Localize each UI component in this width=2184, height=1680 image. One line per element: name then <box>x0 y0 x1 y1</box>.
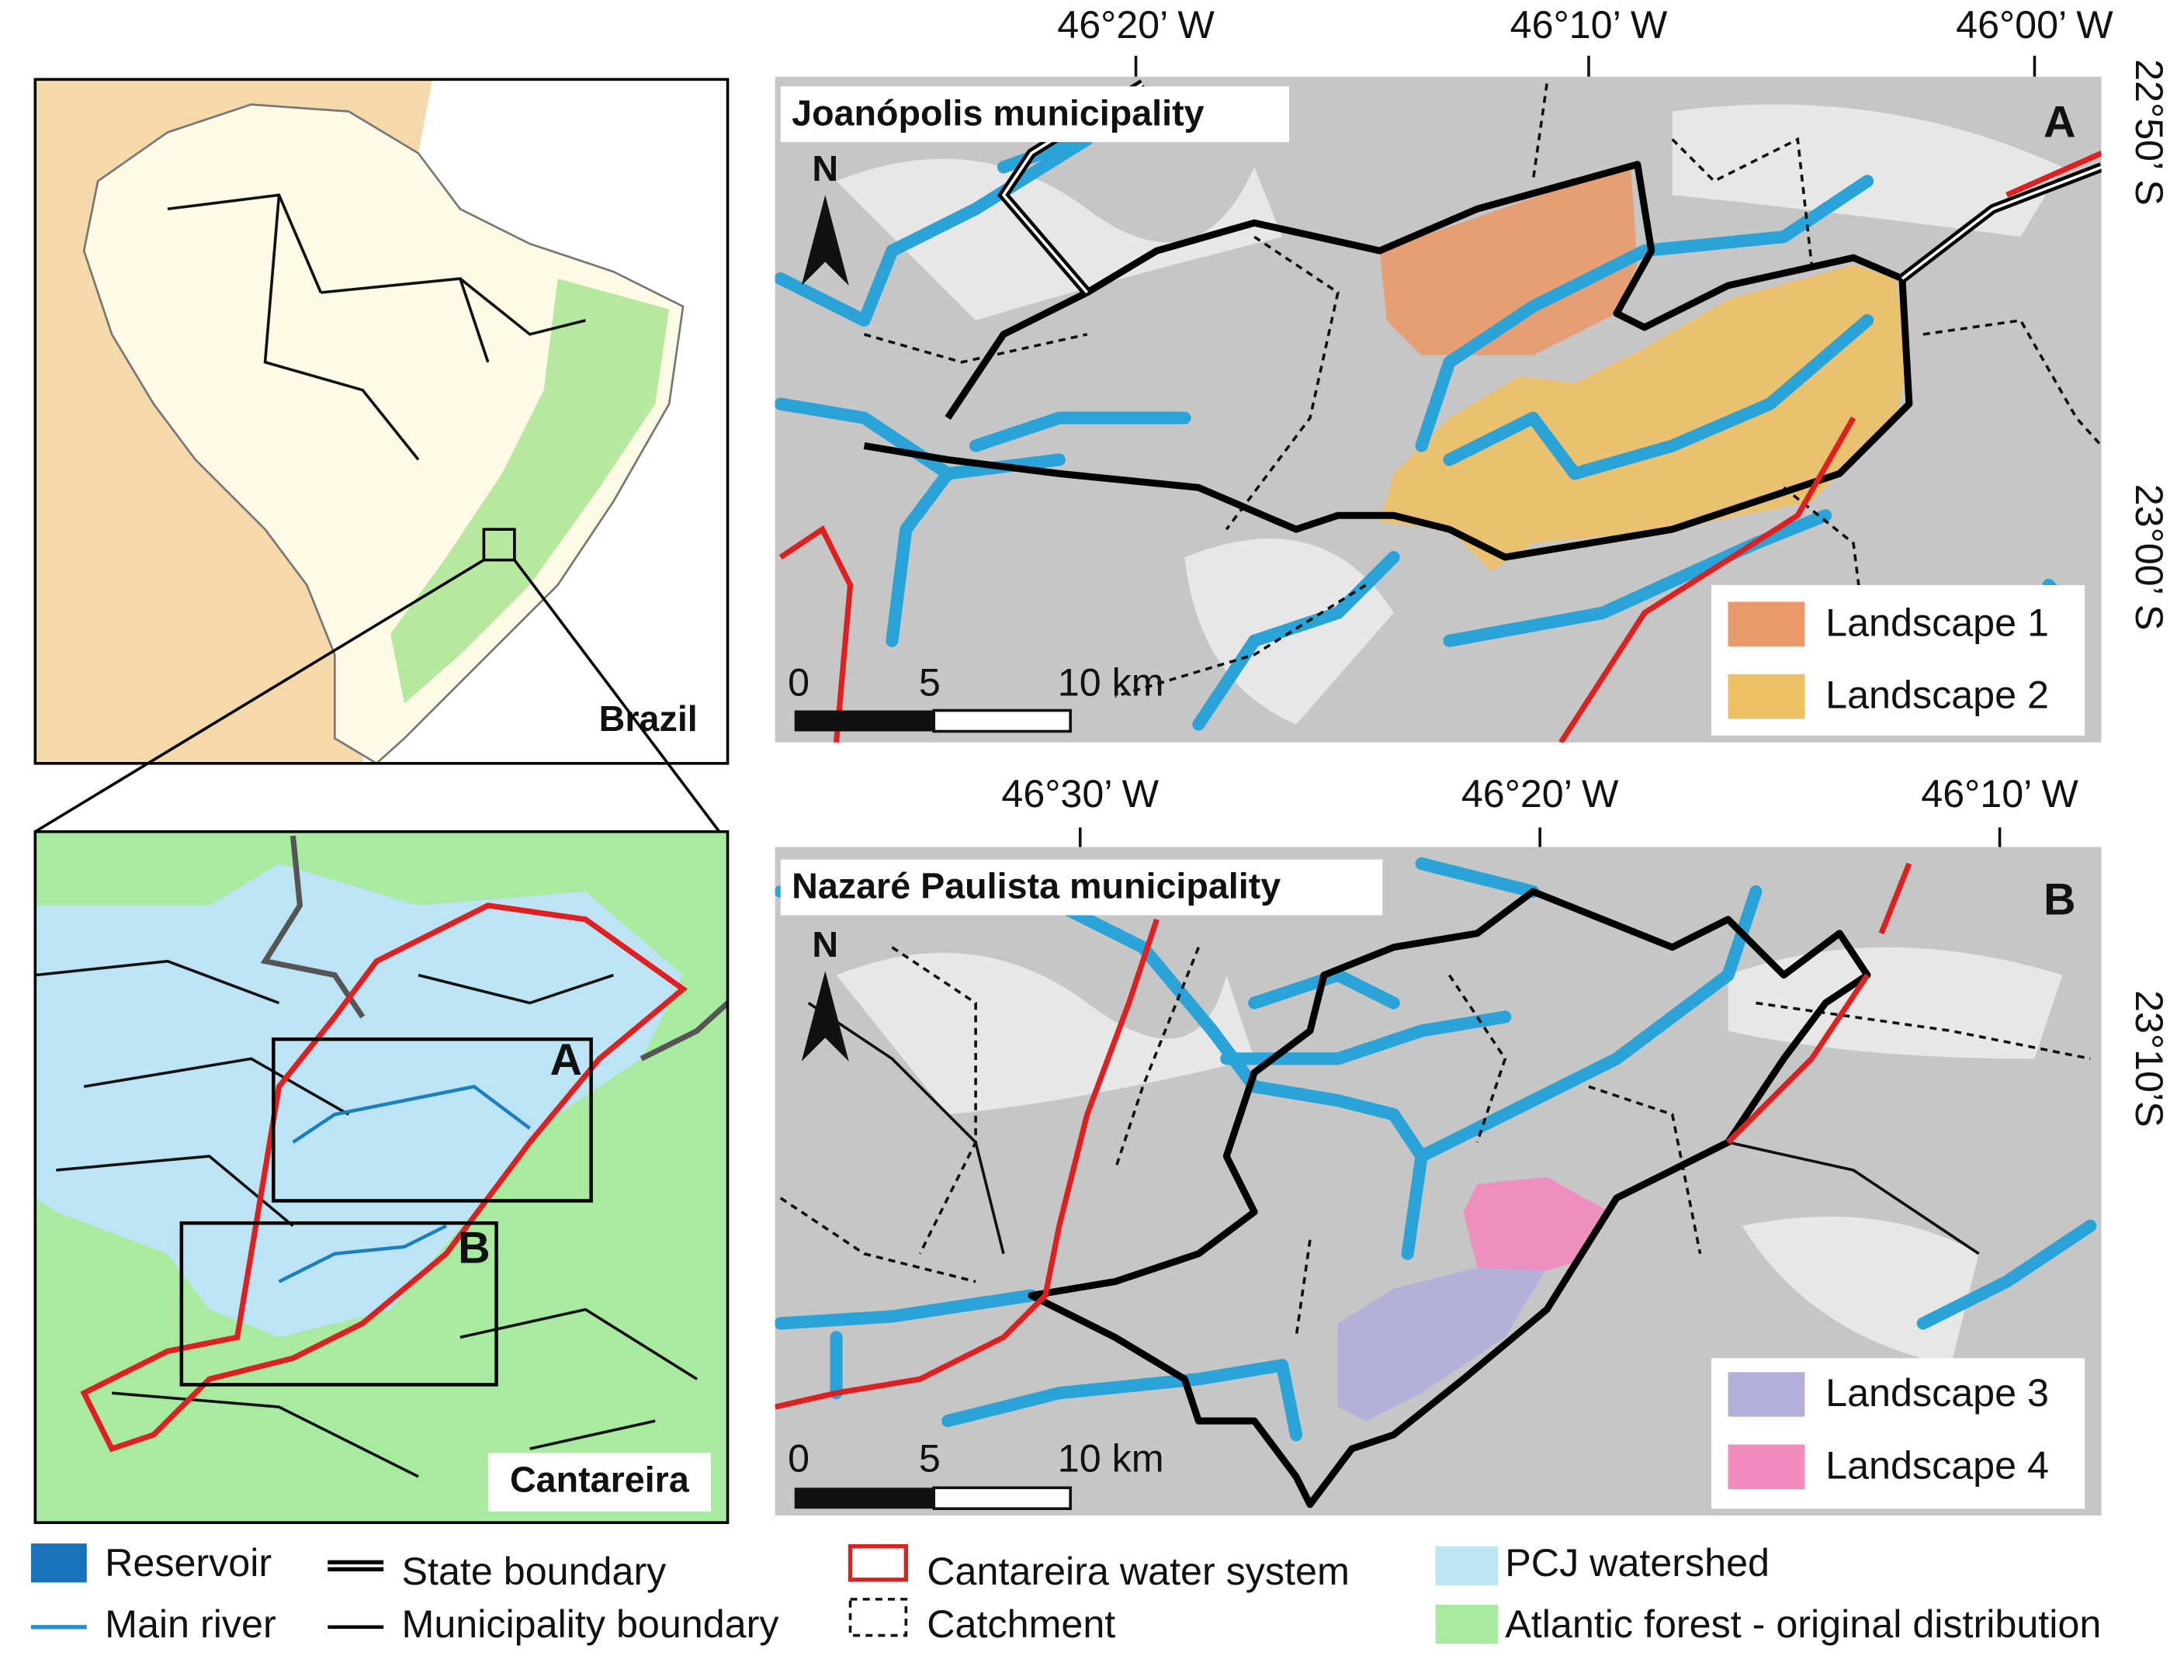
legend-swatch <box>1435 1546 1499 1585</box>
longitude-label: 46°30’ W <box>1001 772 1159 816</box>
scale-bar <box>932 1486 1072 1510</box>
legend-swatch <box>848 1543 909 1582</box>
panel-letter: A <box>2044 98 2075 147</box>
inset-label-bg <box>487 1453 712 1512</box>
overview-locator <box>482 528 516 562</box>
panel-title: Joanópolis municipality <box>792 92 1204 133</box>
legend-swatch <box>1435 1605 1499 1644</box>
cantareira-boundary <box>778 151 2102 743</box>
hillshade-light <box>836 947 2063 1366</box>
north-arrow <box>801 971 849 1062</box>
landscape-3 <box>1337 1267 1548 1422</box>
longitude-label: 46°10’ W <box>1510 3 1668 47</box>
municipality-boundary <box>863 161 1913 561</box>
legend-label: Landscape 3 <box>1825 1371 2049 1415</box>
scale-label: 5 <box>919 661 941 705</box>
inset-municipalities <box>35 959 699 1478</box>
legend-swatch <box>1728 674 1805 719</box>
legend-label: Landscape 1 <box>1825 601 2049 644</box>
panel-letter: B <box>2044 875 2075 924</box>
latitude-label: 22°50’ S <box>2127 59 2171 206</box>
legend-label: Landscape 4 <box>1825 1443 2049 1487</box>
inset-river <box>278 1084 531 1283</box>
connector-line <box>513 559 721 833</box>
scale-label: 10 km <box>1058 661 1164 705</box>
legend-label: Catchment <box>927 1602 1115 1646</box>
inset-cantareira <box>80 902 688 1453</box>
scale-label: 0 <box>788 1436 809 1480</box>
main-river <box>775 857 2097 1442</box>
scale-label: 10 km <box>1058 1436 1164 1480</box>
inset-box-a <box>272 1037 593 1203</box>
north-label: N <box>812 924 838 965</box>
overview-states <box>167 193 586 461</box>
inset-map: A B Cantareira <box>35 831 728 1523</box>
legend-label: PCJ watershed <box>1505 1541 1770 1585</box>
overview-frame <box>33 78 730 765</box>
legend-label: Landscape 2 <box>1825 674 2049 717</box>
catchment <box>779 946 2091 1338</box>
overview-forest <box>390 279 670 704</box>
legend-label: Municipality boundary <box>401 1602 779 1646</box>
connector-line <box>34 559 485 833</box>
landscape-4 <box>1463 1176 1610 1271</box>
inset-pcj <box>35 864 684 1338</box>
legend-label: Atlantic forest - original distribution <box>1505 1602 2101 1646</box>
legend-swatch <box>1728 601 1805 646</box>
legend-swatch <box>1728 1372 1805 1417</box>
inset-label: Cantareira <box>510 1459 690 1499</box>
inset-state <box>260 835 728 1062</box>
scale-bar <box>794 710 934 732</box>
panel-title: Nazaré Paulista municipality <box>792 866 1281 906</box>
longitude-label: 46°20’ W <box>1461 772 1619 816</box>
cantareira-boundary <box>775 862 1912 1410</box>
legend-label: Cantareira water system <box>927 1550 1350 1593</box>
latitude-label: 23°00’ S <box>2127 484 2171 631</box>
scale-bar <box>794 1488 934 1509</box>
inset-box-b <box>179 1221 498 1387</box>
scale-label: 5 <box>919 1436 941 1480</box>
inset-box-label: A <box>550 1035 582 1085</box>
landscape-1 <box>1379 164 1638 355</box>
legend-label: Main river <box>105 1602 276 1646</box>
legend-swatch <box>30 1543 87 1583</box>
legend-label: Reservoir <box>105 1541 272 1585</box>
longitude-label: 46°20’ W <box>1057 3 1215 47</box>
scale-label: 0 <box>788 661 809 705</box>
scale-bar <box>932 708 1072 733</box>
overview-label: Brazil <box>599 698 698 739</box>
longitude-label: 46°00’ W <box>1956 3 2113 47</box>
north-arrow <box>801 195 849 286</box>
latitude-label: 23°10’S <box>2127 990 2171 1128</box>
legend-swatch <box>848 1598 908 1637</box>
longitude-label: 46°10’ W <box>1921 772 2078 816</box>
legend-label: State boundary <box>401 1550 667 1593</box>
inset-frame <box>33 830 730 1524</box>
legend-swatch <box>1728 1444 1805 1490</box>
north-label: N <box>812 148 838 189</box>
panel-title-bg <box>780 86 1290 143</box>
overview-brazil <box>82 103 685 765</box>
catchment <box>863 83 2102 698</box>
panel-title-bg <box>780 859 1383 916</box>
inset-box-label: B <box>458 1223 490 1273</box>
